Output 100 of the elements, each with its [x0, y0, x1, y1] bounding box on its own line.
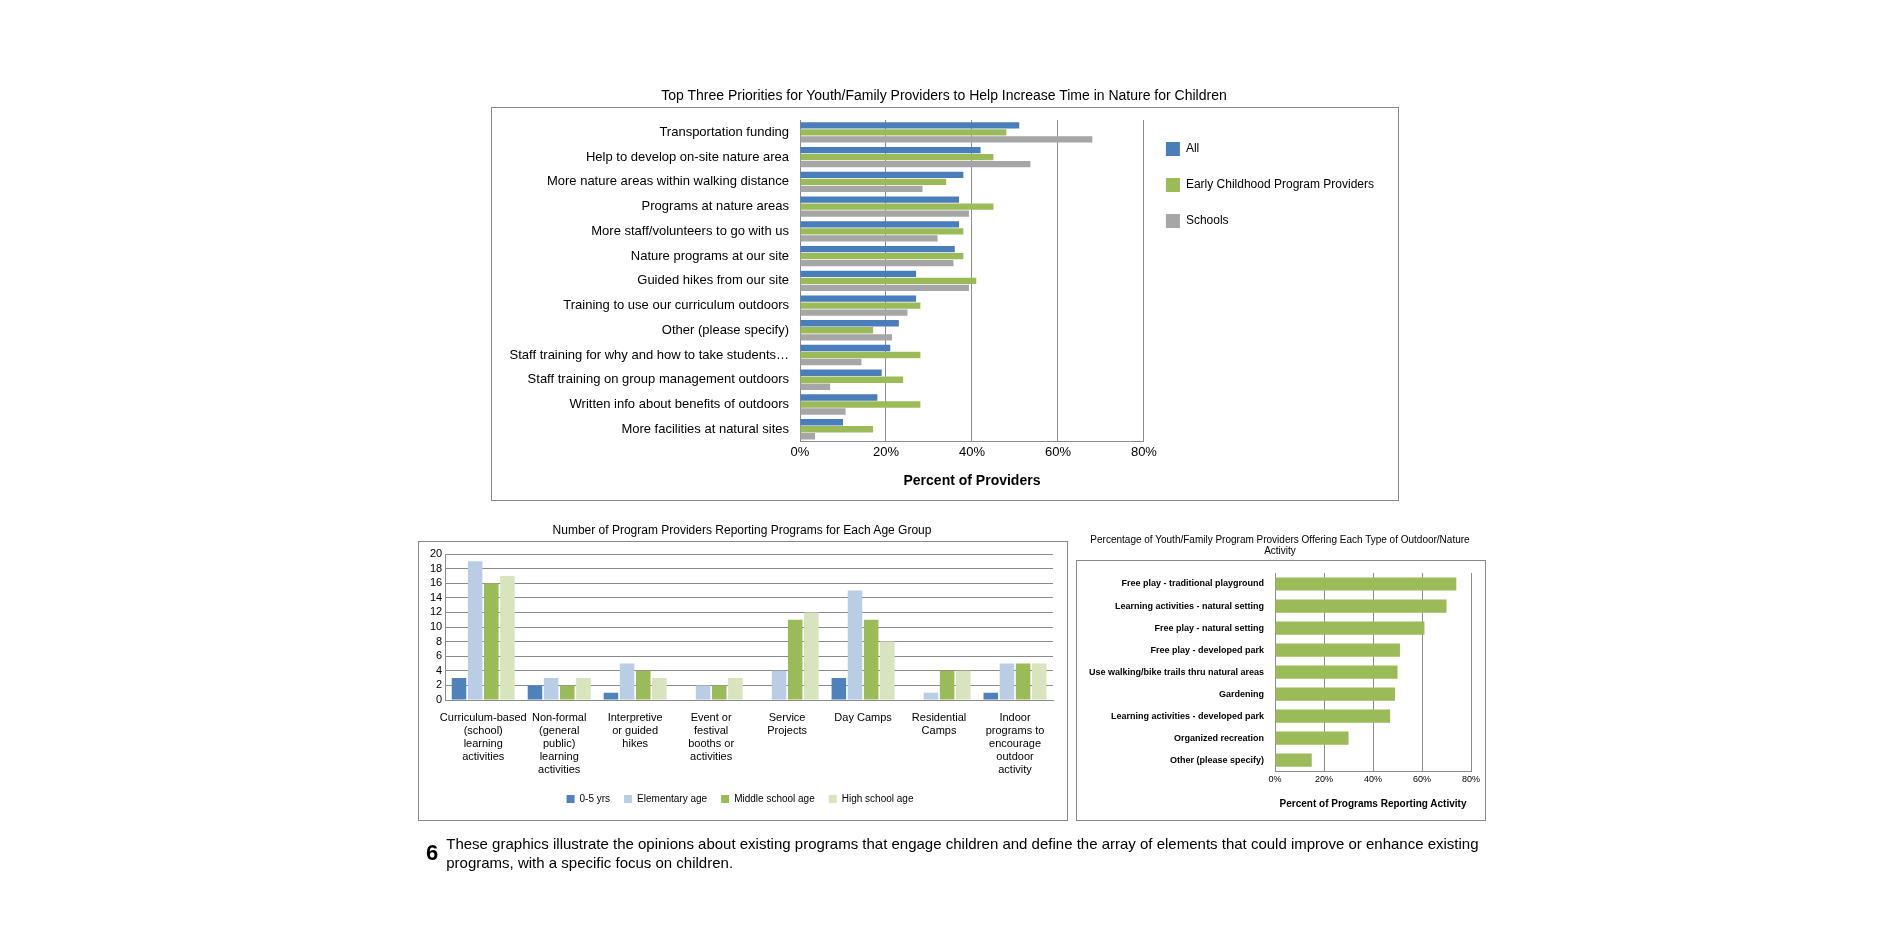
bar: [800, 122, 1020, 129]
y-tick-label: Free play - developed park: [1150, 644, 1265, 655]
y-tick-label: 0: [436, 693, 443, 706]
bar: [1275, 709, 1391, 723]
bar: [800, 376, 904, 383]
x-tick-label: 80%: [1461, 774, 1481, 785]
legend-label: Early Childhood Program Providers: [1185, 177, 1375, 192]
bar: [451, 678, 467, 700]
bar: [576, 678, 591, 700]
y-tick-label: Other (please specify): [1169, 754, 1264, 765]
bar: [800, 408, 846, 415]
legend-label: Middle school age: [734, 792, 816, 804]
x-tick-label: 40%: [1363, 774, 1383, 785]
bar: [800, 433, 816, 440]
bar: [1275, 665, 1398, 679]
bar: [800, 284, 969, 291]
bar: [543, 678, 559, 700]
x-tick-label: 40%: [958, 443, 986, 459]
bar: [800, 358, 862, 366]
bar: [800, 426, 874, 433]
bar: [728, 678, 743, 700]
bar: [800, 419, 843, 426]
bar: [1031, 663, 1047, 700]
bar: [771, 670, 787, 700]
bar: [804, 612, 819, 700]
bar: [1275, 621, 1425, 635]
bar: [800, 252, 964, 260]
x-tick-label: 0%: [790, 443, 810, 459]
bar: [800, 178, 947, 185]
bar: [800, 295, 917, 302]
bar: [603, 692, 619, 700]
bar: [800, 221, 960, 228]
legend-label: Schools: [1185, 213, 1229, 228]
chart-title: Number of Program Providers Reporting Programs for Each Age Group: [551, 522, 933, 537]
bar: [800, 277, 977, 284]
y-tick-label: Programs at nature areas: [641, 198, 790, 214]
bar: [800, 129, 1007, 136]
legend-label: High school age: [841, 792, 914, 804]
text: These graphics illustrate the opinions about existing programs that engage children and define the array of elements that could improve or enhance existing programs, with a specific focus on children.: [446, 834, 1480, 872]
y-tick-label: Learning activities - developed park: [1110, 710, 1265, 721]
bar: [956, 670, 971, 700]
legend-label: All: [1185, 141, 1200, 156]
bar: [800, 383, 831, 390]
bar: [800, 210, 969, 217]
y-tick-label: 10: [429, 620, 443, 633]
y-tick-label: Staff training on group management outdoors: [527, 371, 790, 387]
bar: [800, 228, 964, 235]
y-tick-label: 14: [429, 590, 443, 603]
x-axis-title: Percent of Providers: [903, 472, 1041, 489]
bar: [800, 309, 908, 316]
y-tick-label: 4: [436, 663, 443, 676]
y-tick-label: Free play - traditional playground: [1121, 578, 1264, 589]
y-tick-label: 8: [436, 634, 443, 647]
y-tick-label: 20: [429, 547, 443, 560]
bar: [847, 590, 863, 700]
bar: [635, 670, 651, 700]
x-tick-label: Residential Camps: [911, 710, 967, 736]
bar: [939, 670, 955, 700]
x-tick-label: Non-formal (general public) learning activities: [531, 710, 587, 776]
bar: [619, 663, 635, 700]
bar: [652, 678, 667, 700]
y-tick-label: Other (please specify): [661, 321, 789, 337]
y-tick-label: 12: [429, 605, 443, 618]
bar: [800, 327, 874, 334]
x-tick-label: 0%: [1268, 774, 1282, 785]
bar: [923, 692, 939, 700]
bar: [999, 663, 1015, 700]
bar: [880, 641, 895, 700]
x-tick-label: Service Projects: [767, 710, 808, 736]
bar: [1275, 577, 1457, 591]
bar: [467, 561, 483, 700]
bar: [800, 334, 892, 341]
x-tick-label: Day Camps: [834, 710, 893, 723]
bar: [831, 678, 847, 700]
y-tick-label: Learning activities - natural setting: [1114, 600, 1264, 611]
bar: [500, 575, 515, 700]
y-tick-label: 16: [429, 576, 443, 589]
y-tick-label: 6: [436, 649, 443, 662]
y-tick-label: Transportation funding: [659, 123, 789, 139]
y-tick-label: Free play - natural setting: [1154, 622, 1264, 633]
bar: [1275, 753, 1312, 767]
y-tick-label: Training to use our curriculum outdoors: [563, 297, 790, 313]
bar: [800, 136, 1093, 143]
bar: [560, 685, 575, 700]
chart-title: Top Three Priorities for Youth/Family Providers to Help Increase Time in Nature for Children: [660, 86, 1228, 103]
bar: [695, 685, 711, 700]
x-tick-label: 60%: [1044, 443, 1072, 459]
bar: [800, 235, 938, 242]
bar: [1275, 599, 1447, 613]
y-tick-label: More nature areas within walking distance: [546, 173, 789, 189]
x-tick-label: Curriculum-based (school) learning activities: [439, 710, 527, 763]
bar: [863, 619, 879, 700]
bar: [983, 692, 999, 700]
bar: [800, 369, 882, 376]
x-tick-label: 60%: [1412, 774, 1432, 785]
bar: [800, 394, 878, 401]
bar: [800, 185, 923, 193]
bar: [1275, 643, 1400, 657]
legend-label: Elementary age: [637, 792, 708, 804]
x-axis-title: Percent of Programs Reporting Activity: [1279, 797, 1467, 809]
